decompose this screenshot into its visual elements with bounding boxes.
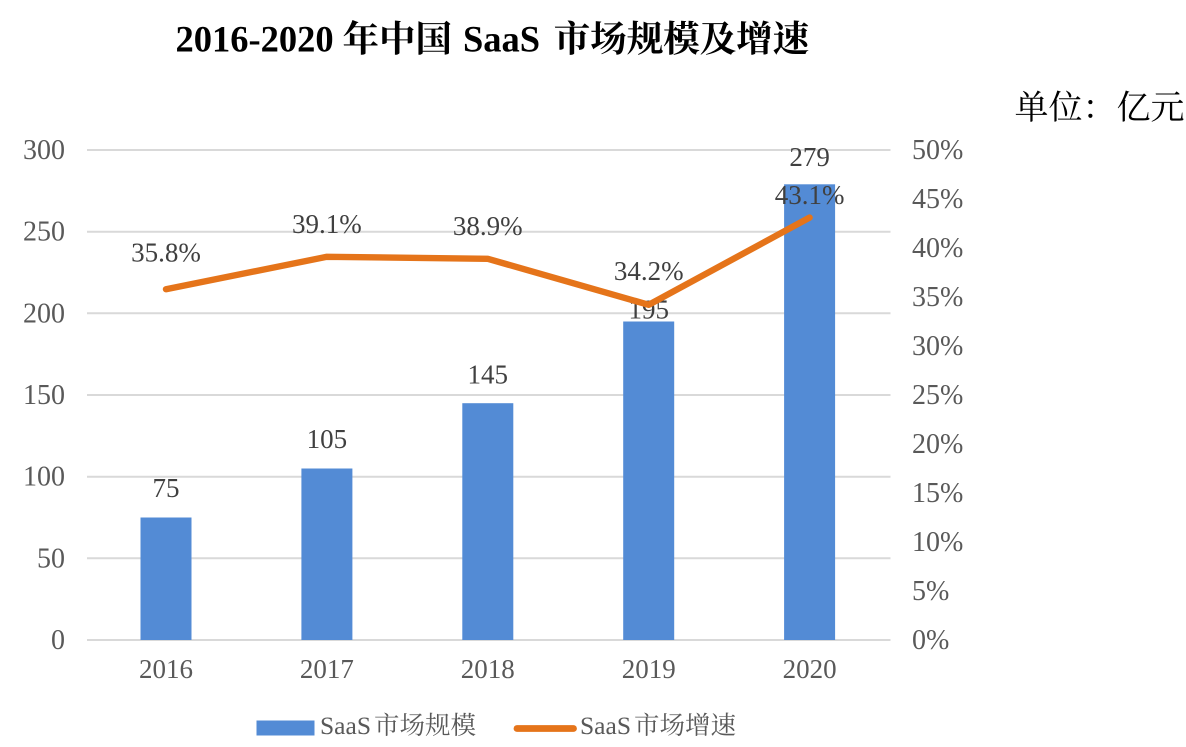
svg-text:75: 75	[153, 473, 180, 503]
svg-text:20%: 20%	[912, 429, 963, 460]
svg-text:2020: 2020	[783, 654, 837, 684]
svg-text:25%: 25%	[912, 380, 963, 411]
svg-text:35%: 35%	[912, 282, 963, 313]
svg-text:SaaS: SaaS	[320, 711, 371, 740]
svg-text:100: 100	[23, 462, 65, 493]
svg-text:50%: 50%	[912, 135, 963, 166]
svg-text:0%: 0%	[912, 625, 949, 656]
svg-text:0: 0	[51, 625, 65, 656]
svg-text:105: 105	[307, 424, 348, 454]
svg-text:30%: 30%	[912, 331, 963, 362]
svg-text:2016-2020: 2016-2020	[176, 19, 334, 60]
svg-text:300: 300	[23, 135, 65, 166]
svg-text:279: 279	[789, 142, 830, 172]
svg-text:40%: 40%	[912, 233, 963, 264]
svg-text:10%: 10%	[912, 527, 963, 558]
svg-text:34.2%: 34.2%	[614, 256, 684, 286]
svg-text:SaaS: SaaS	[580, 711, 631, 740]
svg-text:39.1%: 39.1%	[292, 209, 362, 239]
svg-text:38.9%: 38.9%	[453, 211, 523, 241]
svg-text:35.8%: 35.8%	[131, 238, 201, 268]
svg-text:15%: 15%	[912, 478, 963, 509]
svg-text:50: 50	[37, 543, 65, 574]
svg-text:200: 200	[23, 298, 65, 329]
svg-text:43.1%: 43.1%	[775, 180, 845, 210]
svg-text:SaaS: SaaS	[463, 19, 540, 60]
svg-text:2017: 2017	[300, 654, 354, 684]
svg-text:45%: 45%	[912, 184, 963, 215]
svg-text:145: 145	[468, 360, 509, 390]
svg-text:5%: 5%	[912, 576, 949, 607]
svg-text:2016: 2016	[139, 654, 193, 684]
svg-text:2019: 2019	[622, 654, 676, 684]
svg-text:150: 150	[23, 380, 65, 411]
svg-text:250: 250	[23, 217, 65, 248]
svg-text:2018: 2018	[461, 654, 515, 684]
